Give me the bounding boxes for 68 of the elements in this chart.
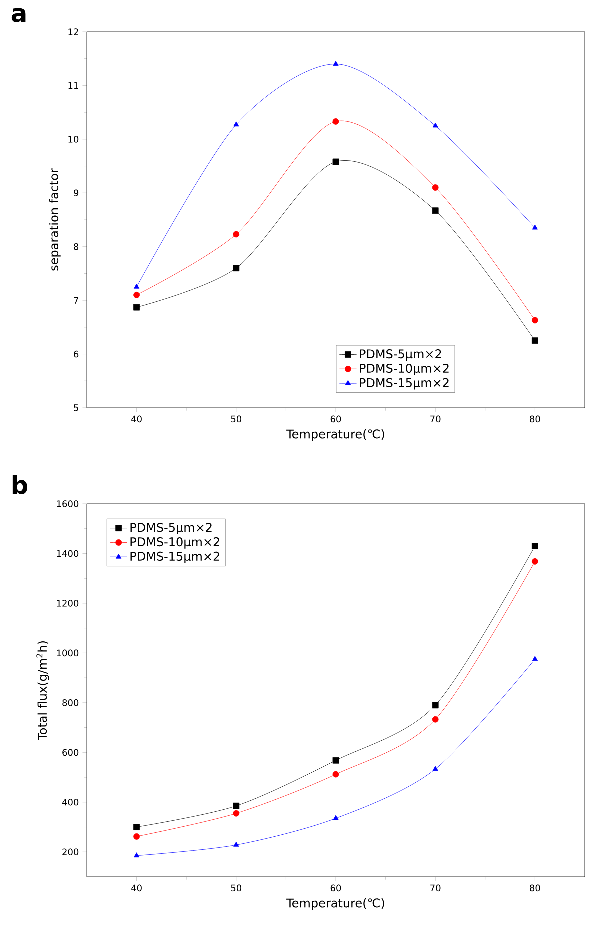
y-axis-title: Total flux(g/m$^{2}$h) (36, 642, 50, 741)
point (233, 231, 240, 238)
point (134, 304, 140, 311)
point (532, 338, 538, 344)
legend-label: PDMS-10μm×2 (130, 538, 220, 549)
y-tick-label: 10 (68, 136, 79, 143)
x-tick-label: 60 (330, 416, 342, 423)
point (233, 265, 240, 272)
x-tick-label: 40 (132, 416, 142, 423)
chart-title: a (12, 8, 26, 22)
legend-label: PDMS-5μm×2 (130, 523, 212, 535)
y-axis-title: separation factor (49, 168, 61, 271)
point (333, 815, 339, 820)
x-tick-label: 60 (330, 884, 342, 892)
x-tick-label: 50 (231, 884, 242, 892)
chart-title: b (12, 475, 28, 494)
x-tick-label: 80 (530, 884, 540, 892)
legend-label: PDMS-15μm×2 (130, 552, 220, 564)
legend-label: PDMS-10μm×2 (360, 364, 449, 376)
point (432, 122, 438, 128)
point (332, 757, 340, 764)
point (134, 834, 140, 840)
y-tick-label: 1400 (57, 550, 79, 558)
y-tick-label: 11 (68, 82, 78, 89)
point (532, 656, 538, 662)
y-tick-label: 7 (74, 297, 78, 304)
point (532, 558, 538, 565)
point (234, 122, 240, 127)
y-tick-label: 400 (62, 798, 79, 806)
x-tick-label: 50 (231, 416, 242, 423)
point (134, 852, 140, 858)
x-axis-title: Temperature(℃) (286, 429, 384, 442)
point (532, 317, 538, 324)
legend-label: PDMS-15μm×2 (360, 378, 449, 390)
legend-label: PDMS-5μm×2 (360, 350, 442, 361)
point (234, 842, 240, 847)
y-tick-label: 8 (74, 243, 79, 250)
point (233, 810, 240, 817)
x-axis-title: Temperature(℃) (286, 898, 384, 910)
x-tick-label: 70 (430, 416, 441, 423)
y-tick-label: 6 (74, 350, 79, 358)
point (134, 824, 140, 830)
point (332, 118, 340, 125)
point (432, 716, 439, 723)
y-tick-label: 5 (74, 404, 78, 412)
x-tick-label: 80 (530, 416, 540, 423)
point (432, 702, 439, 709)
y-tick-label: 12 (68, 28, 78, 36)
y-tick-label: 600 (62, 749, 79, 756)
y-tick-label: 1600 (57, 500, 79, 508)
point (134, 284, 140, 289)
point (233, 802, 240, 810)
x-tick-label: 70 (430, 884, 441, 892)
point (532, 543, 538, 550)
point (333, 61, 339, 66)
point (332, 771, 340, 778)
point (432, 766, 438, 772)
point (332, 158, 340, 166)
y-tick-label: 1000 (57, 650, 79, 657)
point (532, 224, 538, 230)
y-tick-label: 800 (62, 700, 79, 706)
y-tick-label: 1200 (57, 600, 79, 607)
y-tick-label: 200 (62, 848, 79, 856)
x-tick-label: 40 (132, 884, 142, 892)
point (432, 184, 439, 191)
y-tick-label: 9 (74, 190, 79, 197)
point (134, 292, 140, 298)
point (432, 208, 439, 214)
